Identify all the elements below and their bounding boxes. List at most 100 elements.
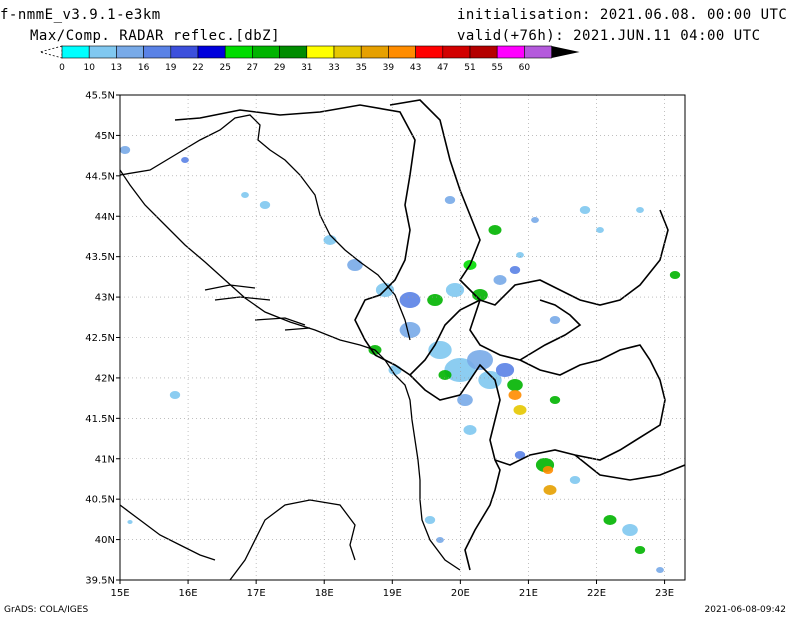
- radar-echo: [467, 350, 493, 370]
- grads-credit: GrADS: COLA/IGES: [4, 605, 89, 615]
- lon-label: 17E: [247, 588, 266, 599]
- lat-label: 45.5N: [85, 91, 115, 102]
- radar-echoes: [119, 146, 681, 573]
- lat-label: 44.5N: [85, 171, 115, 182]
- colorbar-tick-label: 19: [165, 63, 177, 73]
- radar-echo: [119, 146, 131, 154]
- radar-echo: [488, 225, 502, 235]
- lat-label: 40N: [95, 535, 115, 546]
- lat-label: 41.5N: [85, 414, 115, 425]
- radar-echo: [347, 259, 363, 271]
- valid-time-label: valid(+76h): 2021.JUN.11 04:00 UTC: [457, 28, 761, 44]
- colorbar-tick-label: 25: [219, 63, 230, 73]
- radar-echo: [445, 283, 465, 297]
- radar-echo: [495, 363, 515, 377]
- radar-echo: [472, 289, 488, 301]
- lat-label: 43.5N: [85, 252, 115, 263]
- radar-echo: [181, 157, 189, 163]
- radar-echo: [169, 391, 181, 399]
- radar-echo: [444, 358, 476, 382]
- lat-label: 42N: [95, 373, 115, 384]
- radar-echo: [603, 515, 617, 525]
- radar-echo: [514, 451, 526, 459]
- colorbar-tick-label: 55: [491, 63, 502, 73]
- bosnia-border: [174, 104, 416, 356]
- radar-echo: [463, 425, 477, 435]
- colorbar-tick-label: 43: [410, 63, 421, 73]
- kosovo-border: [469, 299, 582, 361]
- radar-echo: [507, 379, 523, 391]
- lon-label: 20E: [451, 588, 470, 599]
- radar-echo: [127, 520, 133, 524]
- model-label: f-nmmE_v3.9.1-e3km: [0, 7, 161, 23]
- radar-echo: [516, 252, 524, 258]
- longitude-labels: 15E 16E 17E 18E 19E 20E 21E 22E 23E: [110, 588, 674, 599]
- radar-echo: [542, 466, 554, 474]
- lat-label: 40.5N: [85, 495, 115, 506]
- lon-label: 18E: [315, 588, 334, 599]
- radar-echo: [444, 196, 456, 204]
- colorbar-tick-label: 27: [247, 63, 258, 73]
- radar-echo: [388, 365, 402, 375]
- radar-echo: [513, 405, 527, 415]
- lat-label: 45N: [95, 131, 115, 142]
- radar-echo: [596, 227, 604, 233]
- radar-echo: [509, 266, 521, 274]
- radar-echo: [399, 322, 421, 338]
- radar-echo: [549, 396, 561, 404]
- radar-echo: [656, 567, 664, 573]
- colorbar-tick-label: 22: [192, 63, 203, 73]
- montenegro-border: [374, 299, 481, 377]
- colorbar-tick-label: 0: [59, 63, 65, 73]
- country-borders: [174, 99, 686, 571]
- colorbar-tick-label: 31: [301, 63, 312, 73]
- italy-coastline: [119, 114, 411, 581]
- render-timestamp: 2021-06-08-09:42: [704, 605, 787, 615]
- radar-echo: [493, 275, 507, 285]
- radar-echo: [569, 476, 581, 484]
- colorbar-tick-label: 47: [437, 63, 448, 73]
- lon-label: 19E: [383, 588, 402, 599]
- colorbar-over-arrow: [551, 46, 580, 58]
- colorbar-ticks: 0 10 13 16 19 22 25 27 29 31 33 35 39 43 47 51 55 60: [59, 63, 530, 73]
- radar-echo: [531, 217, 539, 223]
- lat-label: 41N: [95, 454, 115, 465]
- map-frame: [119, 94, 686, 581]
- radar-echo: [508, 390, 522, 400]
- colorbar-tick-label: 10: [83, 63, 95, 73]
- colorbar-under-arrow: [38, 45, 63, 59]
- latitude-labels: 45.5N 45N 44.5N 44N 43.5N 43N 42.5N 42N 41.5N 41N…: [85, 91, 115, 587]
- lon-label: 16E: [179, 588, 198, 599]
- greece-border: [574, 454, 686, 481]
- lon-label: 22E: [587, 588, 606, 599]
- map-grid: [116, 94, 685, 584]
- macedonia-border: [494, 344, 666, 466]
- radar-echo: [543, 485, 557, 495]
- lon-label: 21E: [519, 588, 538, 599]
- albania-border: [409, 363, 501, 571]
- initialisation-label: initialisation: 2021.06.08. 00:00 UTC: [457, 7, 788, 23]
- field-label: Max/Comp. RADAR reflec.[dbZ]: [30, 28, 281, 44]
- lat-label: 42.5N: [85, 333, 115, 344]
- lon-label: 15E: [110, 588, 129, 599]
- radar-echo: [399, 292, 421, 308]
- colorbar-tick-label: 60: [519, 63, 531, 73]
- radar-echo: [241, 192, 249, 198]
- coastlines: [119, 114, 461, 581]
- serbia-border: [389, 99, 669, 306]
- colorbar: 0 10 13 16 19 22 25 27 29 31 33 35 39 43 47 51 55 60: [38, 45, 580, 73]
- colorbar-tick-label: 33: [328, 63, 339, 73]
- colorbar-tick-label: 29: [274, 63, 286, 73]
- lon-label: 23E: [655, 588, 674, 599]
- radar-echo: [424, 516, 436, 524]
- radar-echo: [549, 316, 561, 324]
- radar-echo: [636, 207, 644, 213]
- colorbar-swatches: [38, 45, 580, 59]
- radar-echo: [669, 271, 681, 279]
- balkan-coastline: [119, 169, 461, 571]
- colorbar-tick-label: 13: [111, 63, 122, 73]
- radar-echo: [427, 294, 443, 306]
- colorbar-tick-label: 51: [464, 63, 475, 73]
- colorbar-tick-label: 16: [138, 63, 150, 73]
